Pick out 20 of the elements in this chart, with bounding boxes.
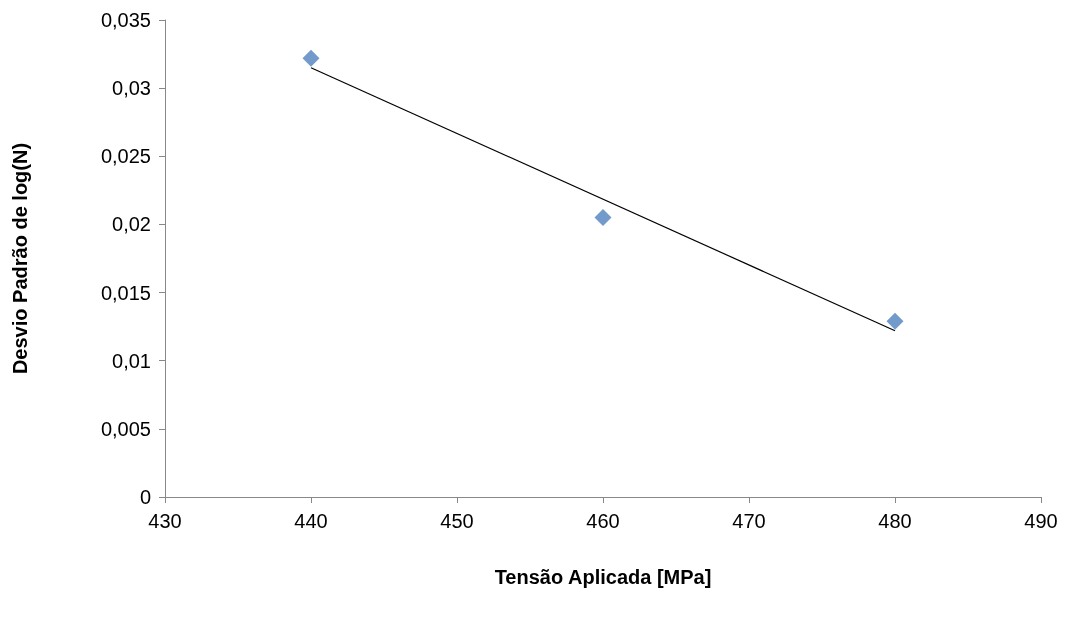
y-tick-label: 0,005 <box>100 417 151 440</box>
x-tick-label: 480 <box>878 510 912 532</box>
point <box>302 49 320 67</box>
point <box>594 209 612 227</box>
x-tick-label: 450 <box>440 510 474 532</box>
x-tick-label: 440 <box>294 510 328 532</box>
y-tick-label: 0,015 <box>100 281 151 304</box>
x-tick-label: 460 <box>586 510 620 532</box>
x-axis-title: Tensão Aplicada [MPa] <box>494 566 712 588</box>
y-tick-label: 0,025 <box>100 145 151 168</box>
x-tick-label: 470 <box>732 510 766 532</box>
y-tick-label: 0 <box>139 486 151 508</box>
y-tick-label: 0,035 <box>100 9 151 31</box>
y-axis-title: Desvio Padrão de log(N) <box>9 142 31 375</box>
y-tick-label: 0,02 <box>112 213 151 236</box>
x-tick-label: 490 <box>1024 510 1058 532</box>
y-tick-label: 0,01 <box>112 349 151 372</box>
point <box>886 312 904 330</box>
x-tick-label: 430 <box>148 510 182 532</box>
y-tick-label: 0,03 <box>112 77 151 100</box>
